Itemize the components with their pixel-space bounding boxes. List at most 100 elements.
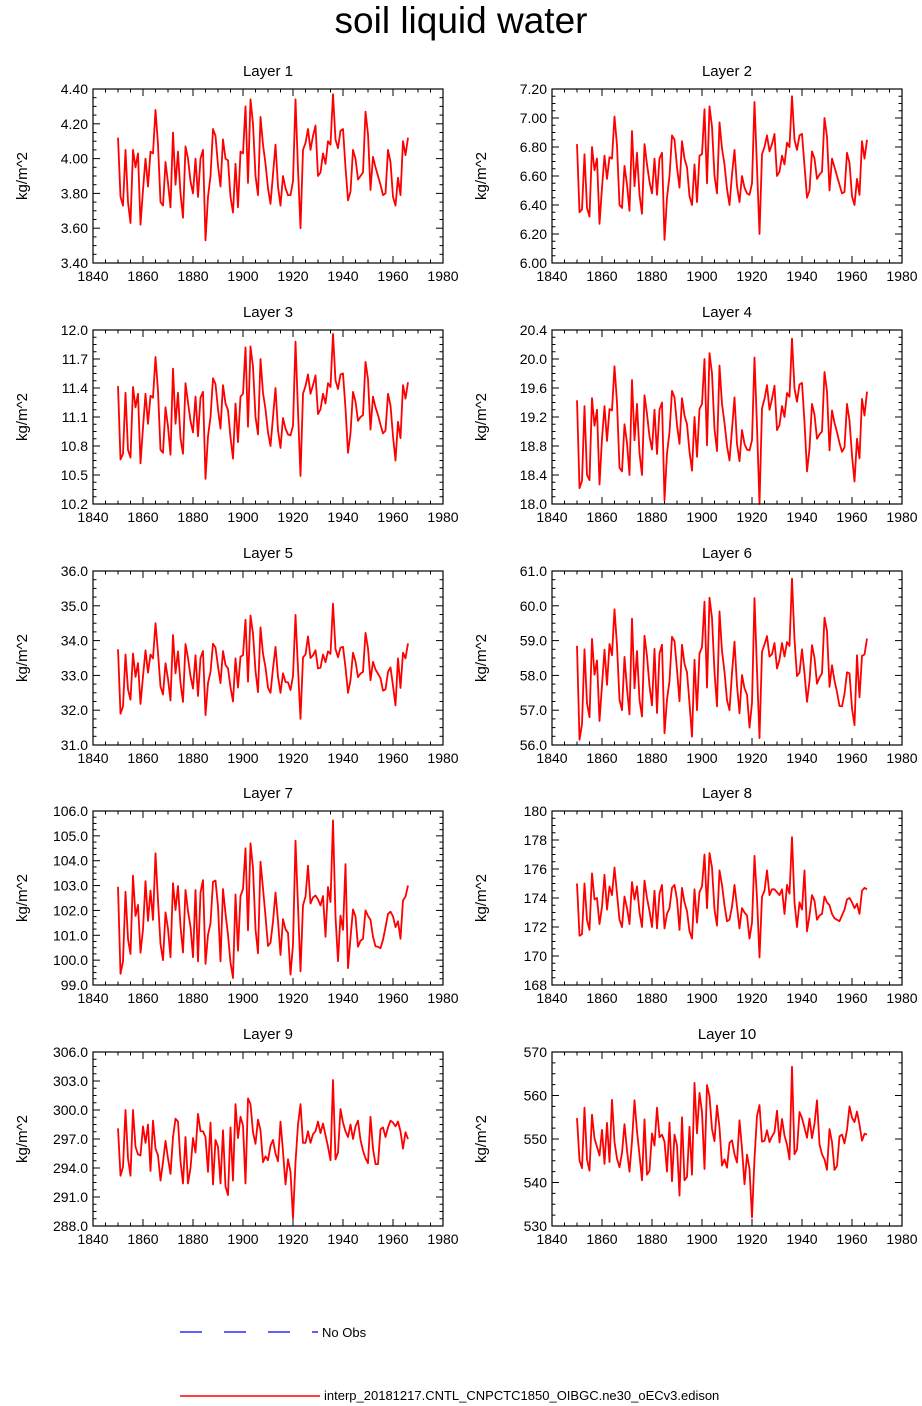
x-tick-label: 1840 [536,509,567,525]
x-tick-label: 1900 [227,268,258,284]
x-tick-label: 1960 [377,750,408,766]
y-axis-label-layer-8: kg/m^2 [473,874,490,922]
x-tick-label: 1860 [127,1231,158,1247]
chart-title-layer-5: Layer 5 [243,545,293,562]
y-tick-label: 58.0 [520,667,547,683]
y-tick-label: 18.0 [520,496,547,512]
x-tick-label: 1900 [227,750,258,766]
x-tick-label: 1900 [686,268,717,284]
chart-panel-layer-9: Layer 9 kg/m^2 288.0 291.0 294.0 297.0 300.0 30… [14,1026,459,1247]
x-tick-label: 1920 [736,1231,767,1247]
chart-title-layer-10: Layer 10 [698,1026,756,1043]
y-tick-label: 3.80 [61,185,88,201]
plot-frame-layer-4 [551,329,903,505]
y-tick-label: 11.7 [62,351,88,367]
x-tick-label: 1840 [536,1231,567,1247]
plot-frame-layer-8 [551,810,903,986]
x-tick-label: 1960 [836,1231,867,1247]
y-tick-label: 6.20 [520,226,547,242]
y-tick-label: 540 [524,1175,548,1191]
chart-title-layer-6: Layer 6 [702,545,752,562]
chart-title-layer-1: Layer 1 [243,63,293,80]
chart-panel-layer-4: Layer 4 kg/m^2 18.0 18.4 18.8 19.2 19.6 20.0 20.… [473,304,918,525]
x-tick-label: 1960 [836,750,867,766]
x-tick-label: 1900 [227,509,258,525]
x-tick-label: 1980 [886,990,917,1006]
x-tick-label: 1920 [736,268,767,284]
figure-title: soil liquid water [334,0,588,41]
series-line-layer-6 [576,577,868,741]
x-tick-label: 1980 [427,990,458,1006]
series-line-layer-5 [117,602,409,720]
y-tick-label: 11.1 [62,409,88,425]
series-line-layer-3 [117,332,409,480]
x-tick-label: 1880 [177,1231,208,1247]
y-tick-label: 18.4 [520,467,547,483]
x-tick-label: 1840 [77,990,108,1006]
x-tick-label: 1920 [277,1231,308,1247]
chart-title-layer-2: Layer 2 [702,63,752,80]
x-tick-label: 1880 [177,990,208,1006]
x-tick-label: 1920 [277,990,308,1006]
y-tick-label: 4.00 [61,151,88,167]
chart-panel-layer-3: Layer 3 kg/m^2 10.2 10.5 10.8 11.1 11.4 11.7 12.… [14,304,459,525]
y-tick-label: 172 [524,919,548,935]
x-tick-label: 1880 [177,268,208,284]
y-tick-label: 104.0 [53,853,88,869]
x-tick-label: 1840 [77,750,108,766]
plot-frame-layer-5 [92,570,444,746]
y-axis-label-layer-10: kg/m^2 [473,1115,490,1163]
y-tick-label: 103.0 [53,878,88,894]
x-tick-label: 1840 [536,990,567,1006]
y-tick-label: 10.2 [61,496,88,512]
x-tick-label: 1900 [686,750,717,766]
y-tick-label: 10.5 [61,467,88,483]
x-tick-label: 1940 [786,990,817,1006]
x-tick-label: 1860 [127,990,158,1006]
x-tick-label: 1860 [586,509,617,525]
x-tick-label: 1880 [636,268,667,284]
y-tick-label: 34.0 [61,633,88,649]
y-tick-label: 33.0 [61,667,88,683]
x-tick-label: 1980 [427,268,458,284]
y-tick-label: 176 [524,861,548,877]
x-tick-label: 1840 [77,509,108,525]
y-tick-label: 19.2 [520,409,547,425]
chart-panel-layer-5: Layer 5 kg/m^2 31.0 32.0 33.0 34.0 35.0 36.0 184… [14,545,459,766]
y-axis-label-layer-3: kg/m^2 [14,393,31,441]
x-tick-label: 1920 [277,268,308,284]
y-tick-label: 11.4 [62,380,88,396]
y-tick-label: 300.0 [53,1102,88,1118]
x-tick-label: 1840 [536,750,567,766]
y-tick-label: 61.0 [520,563,547,579]
chart-title-layer-9: Layer 9 [243,1026,293,1043]
x-tick-label: 1900 [227,1231,258,1247]
chart-title-layer-7: Layer 7 [243,785,293,802]
y-tick-label: 6.80 [520,139,547,155]
y-tick-label: 306.0 [53,1044,88,1060]
x-tick-label: 1860 [586,1231,617,1247]
y-axis-label-layer-9: kg/m^2 [14,1115,31,1163]
chart-title-layer-8: Layer 8 [702,785,752,802]
x-tick-label: 1840 [77,268,108,284]
y-tick-label: 60.0 [520,598,547,614]
x-tick-label: 1960 [377,990,408,1006]
x-tick-label: 1860 [127,750,158,766]
x-tick-label: 1840 [536,268,567,284]
x-tick-label: 1940 [327,1231,358,1247]
chart-panel-layer-2: Layer 2 kg/m^2 6.00 6.20 6.40 6.60 6.80 7.00 7.2… [473,63,918,284]
plot-frame-layer-9 [92,1051,444,1227]
y-tick-label: 32.0 [61,702,88,718]
y-tick-label: 18.8 [520,438,547,454]
y-tick-label: 530 [524,1218,548,1234]
y-axis-label-layer-4: kg/m^2 [473,393,490,441]
x-tick-label: 1900 [686,990,717,1006]
y-tick-label: 101.0 [53,927,88,943]
x-tick-label: 1940 [327,990,358,1006]
y-tick-label: 174 [524,890,548,906]
y-tick-label: 12.0 [61,322,88,338]
x-tick-label: 1940 [327,268,358,284]
y-tick-label: 3.60 [61,220,88,236]
y-tick-label: 20.0 [520,351,547,367]
